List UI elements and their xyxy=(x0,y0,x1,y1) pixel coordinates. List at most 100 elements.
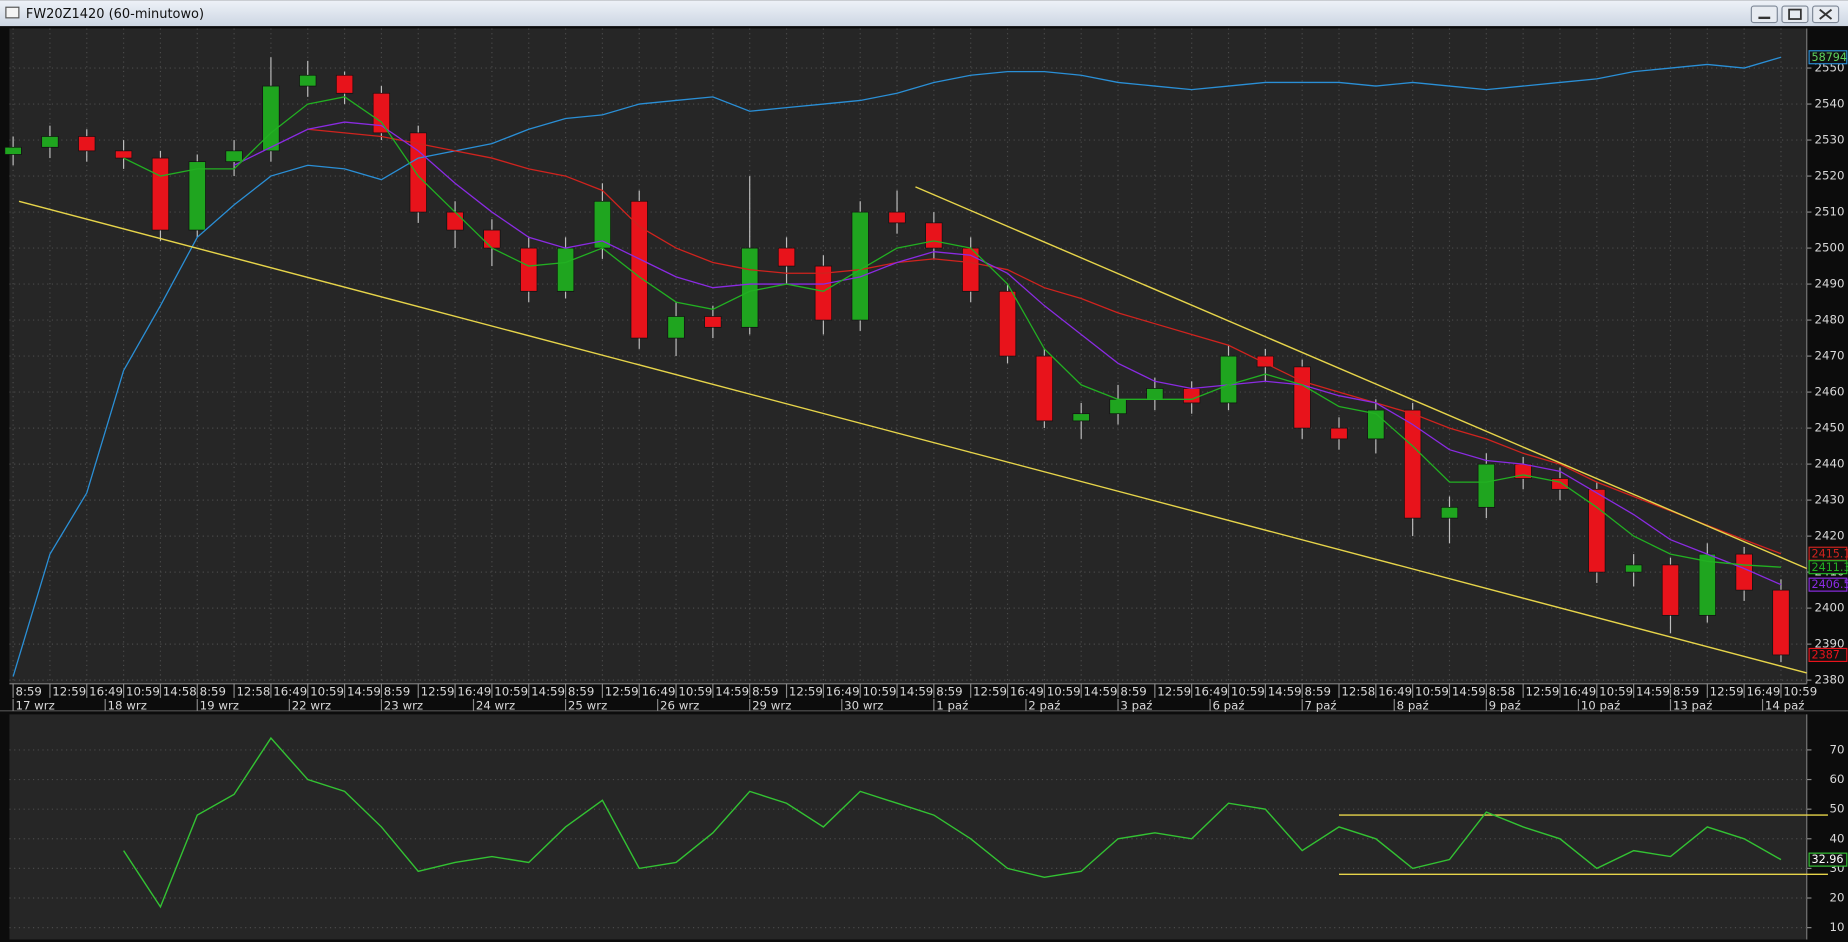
x-tick-label: 8:59 xyxy=(1673,684,1699,698)
date-tick-label: 1 paź xyxy=(936,699,968,713)
y-tick-label: 2530 xyxy=(1815,133,1845,147)
date-tick-label: 22 wrz xyxy=(292,699,331,713)
x-tick-label: 10:59 xyxy=(126,684,160,698)
x-tick-label: 8:59 xyxy=(1305,684,1331,698)
x-tick-label: 16:49 xyxy=(642,684,676,698)
x-tick-label: 12:58 xyxy=(1341,684,1375,698)
x-tick-label: 14:59 xyxy=(1452,684,1486,698)
y-tick-label: 2380 xyxy=(1815,673,1845,687)
chart-layer: 2380239024002410242024302440245024602470… xyxy=(4,28,1848,934)
candle-body xyxy=(1698,553,1716,616)
candle-body xyxy=(1477,463,1495,508)
date-tick-label: 10 paź xyxy=(1581,699,1621,713)
candle-body xyxy=(1035,355,1053,422)
date-tick-label: 19 wrz xyxy=(200,699,239,713)
value-badge: 58794 xyxy=(1811,51,1847,64)
x-tick-label: 14:59 xyxy=(531,684,565,698)
candle-body xyxy=(520,247,538,292)
date-tick-label: 13 paź xyxy=(1673,699,1713,713)
date-tick-label: 2 paź xyxy=(1028,699,1060,713)
x-tick-label: 16:49 xyxy=(457,684,491,698)
x-tick-label: 14:59 xyxy=(1084,684,1118,698)
x-tick-label: 14:59 xyxy=(347,684,381,698)
candle-body xyxy=(1219,355,1238,404)
candle-body xyxy=(998,290,1017,357)
candle-body xyxy=(1330,427,1348,440)
x-tick-label: 8:59 xyxy=(752,684,778,698)
x-tick-label: 12:59 xyxy=(1157,684,1191,698)
x-tick-label: 14:58 xyxy=(163,684,197,698)
value-badge-box xyxy=(1808,560,1848,575)
date-tick-label: 9 paź xyxy=(1489,699,1521,713)
oscillator-line xyxy=(123,736,1782,909)
x-tick-label: 8:59 xyxy=(384,684,410,698)
candle-body xyxy=(1293,366,1311,429)
trend-line xyxy=(915,186,1808,570)
x-tick-label: 12:58 xyxy=(236,684,270,698)
y-tick-label: 2450 xyxy=(1815,421,1845,435)
candle-body xyxy=(1256,355,1274,368)
maximize-icon xyxy=(1788,8,1802,20)
y-tick-label: 70 xyxy=(1829,742,1844,756)
close-icon xyxy=(1819,8,1833,20)
x-tick-label: 12:59 xyxy=(421,684,455,698)
candle-body xyxy=(704,316,722,328)
candle-body xyxy=(1183,388,1201,404)
date-tick-label: 30 wrz xyxy=(844,699,883,713)
y-tick-label: 2520 xyxy=(1815,169,1845,183)
candle-body xyxy=(1109,398,1127,415)
candle-body xyxy=(925,222,943,249)
x-tick-label: 16:49 xyxy=(1010,684,1044,698)
date-tick-label: 7 paź xyxy=(1305,699,1337,713)
candle-body xyxy=(556,247,575,292)
y-tick-label: 2460 xyxy=(1815,385,1845,399)
candle-body xyxy=(299,74,317,87)
y-tick-label: 2430 xyxy=(1815,493,1845,507)
candle-body xyxy=(777,247,796,267)
trend-line xyxy=(18,200,1807,674)
candle-body xyxy=(151,157,170,231)
candle-body xyxy=(1551,478,1569,490)
value-badge-box xyxy=(1808,577,1848,592)
x-tick-label: 8:58 xyxy=(1489,684,1515,698)
y-tick-label: 50 xyxy=(1829,802,1844,816)
candle-body xyxy=(888,211,906,224)
y-tick-label: 2540 xyxy=(1815,97,1845,111)
candle-body xyxy=(188,161,206,231)
x-tick-label: 8:59 xyxy=(200,684,226,698)
x-tick-label: 16:49 xyxy=(89,684,123,698)
x-tick-label: 10:59 xyxy=(1231,684,1265,698)
maximize-button[interactable] xyxy=(1781,5,1809,24)
minimize-button[interactable] xyxy=(1750,5,1778,24)
x-tick-label: 8:59 xyxy=(1120,684,1146,698)
window-buttons xyxy=(1750,5,1840,24)
candle-body xyxy=(483,229,501,249)
y-tick-label: 2400 xyxy=(1815,601,1845,615)
y-tick-label: 2390 xyxy=(1815,637,1845,651)
x-tick-label: 8:59 xyxy=(15,684,41,698)
candle-body xyxy=(814,265,832,321)
indicator-line xyxy=(123,96,1782,568)
candle-body xyxy=(1772,589,1790,656)
candle-body xyxy=(4,146,22,155)
value-badge: 32.96 xyxy=(1811,853,1843,866)
candle-body xyxy=(409,132,427,213)
candle-body xyxy=(335,74,354,94)
candle-body xyxy=(1735,553,1753,591)
window-icon[interactable] xyxy=(5,6,20,19)
y-tick-label: 2510 xyxy=(1815,205,1845,219)
x-tick-label: 12:59 xyxy=(973,684,1007,698)
candle-body xyxy=(114,150,133,159)
value-badge: 2387 xyxy=(1811,649,1839,662)
date-tick-label: 17 wrz xyxy=(15,699,54,713)
candle-body xyxy=(1661,564,1680,616)
value-badge: 2411.37 xyxy=(1811,561,1848,574)
x-tick-label: 10:59 xyxy=(1047,684,1081,698)
x-tick-label: 8:59 xyxy=(936,684,962,698)
candle-body xyxy=(1072,413,1090,422)
date-tick-label: 29 wrz xyxy=(752,699,791,713)
y-tick-label: 2480 xyxy=(1815,313,1845,327)
value-badge: 2415.11 xyxy=(1811,547,1848,560)
x-tick-label: 10:59 xyxy=(863,684,897,698)
